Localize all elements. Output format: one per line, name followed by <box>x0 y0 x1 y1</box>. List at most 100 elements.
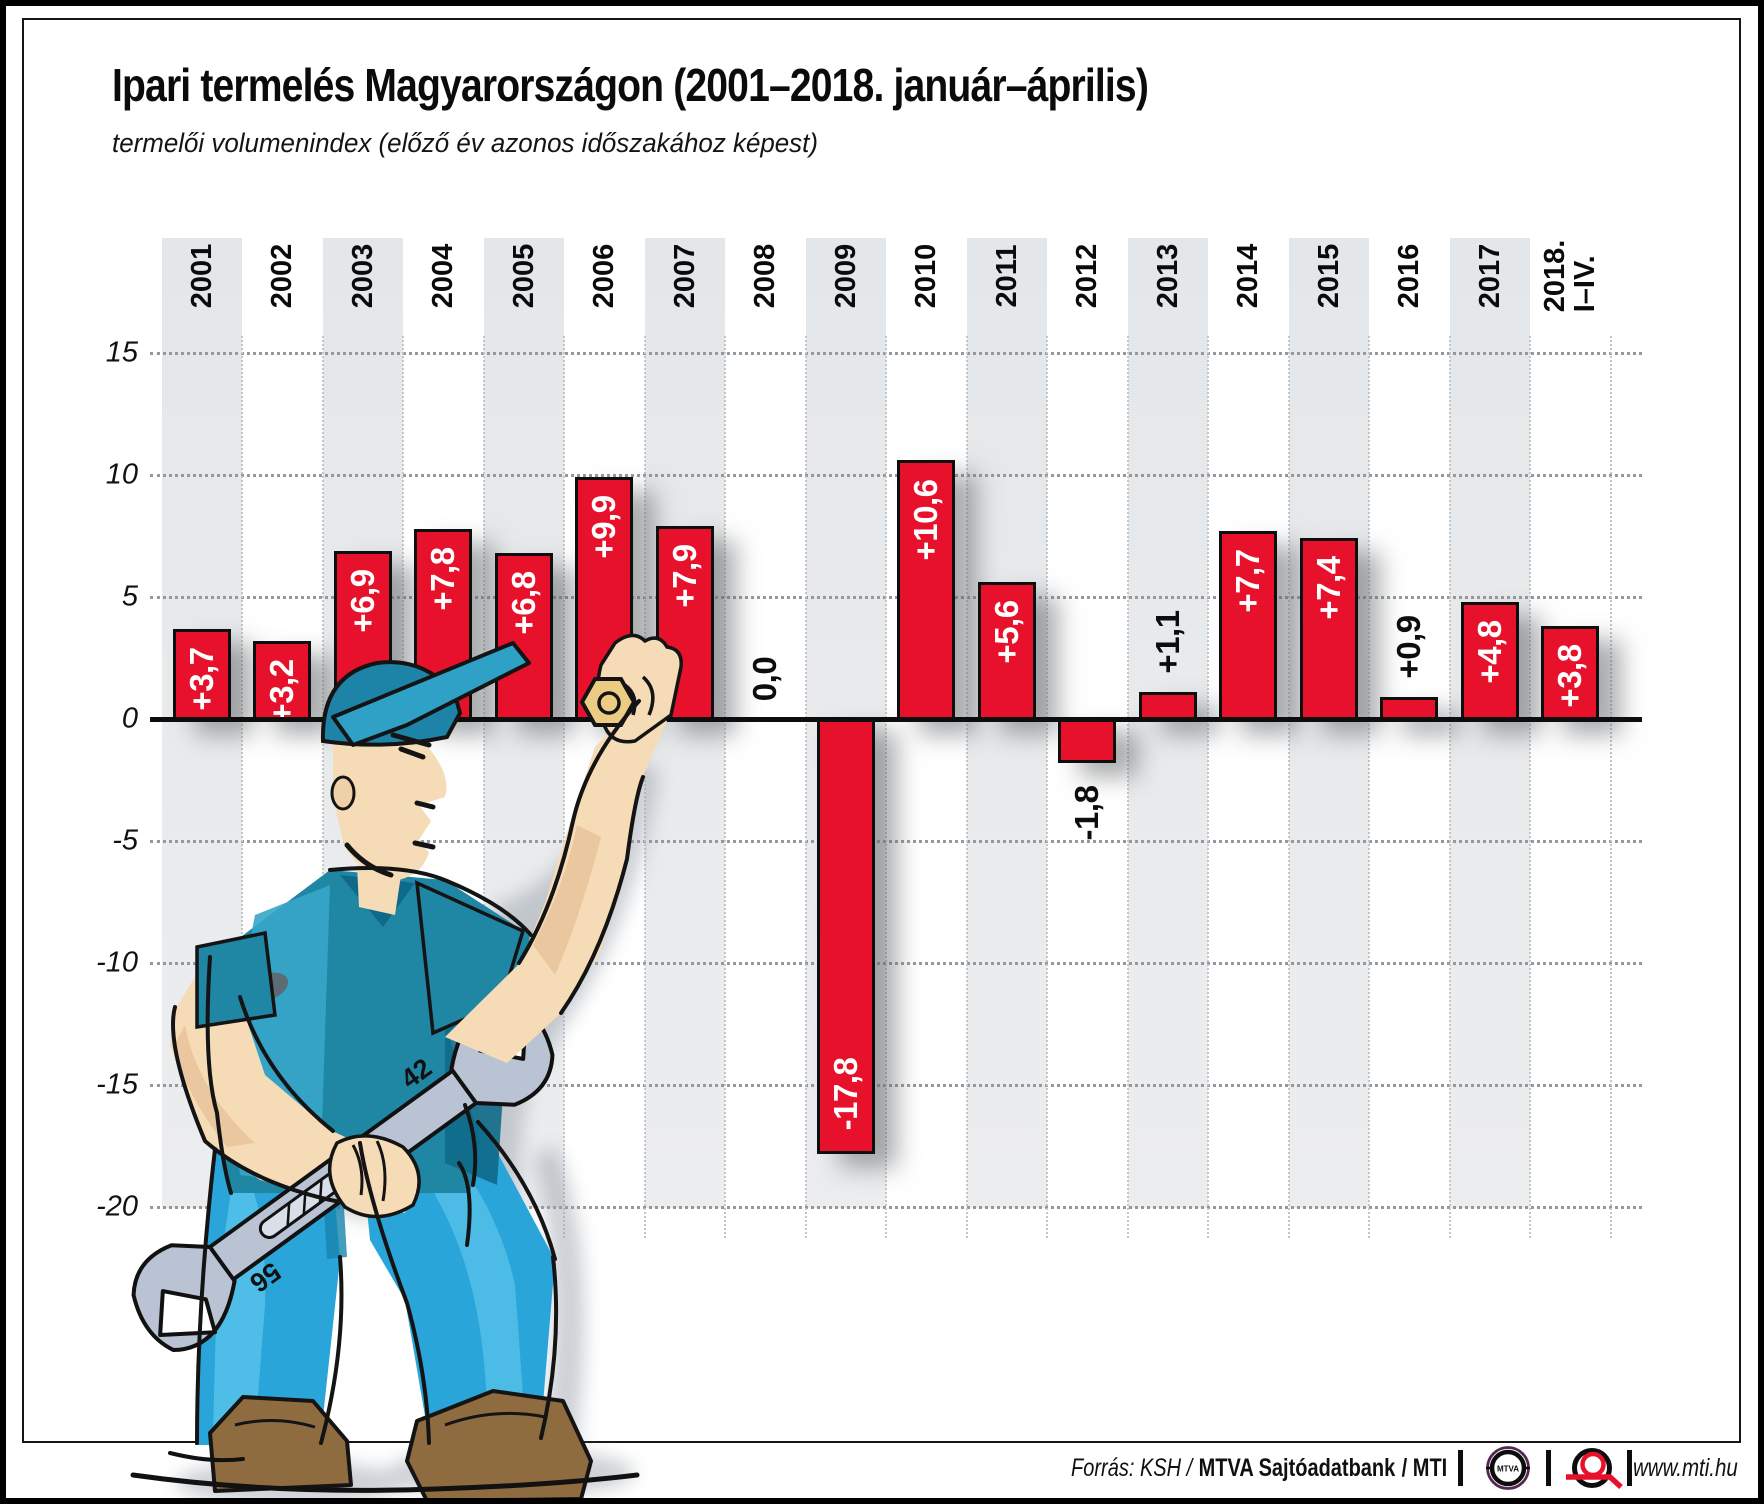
inner-frame <box>22 18 1741 1443</box>
gridline-v <box>563 336 565 1238</box>
year-label: 2015 <box>1312 243 1345 309</box>
gridline-h <box>150 595 1642 599</box>
year-label: 2017 <box>1473 243 1506 309</box>
y-axis-tick: -15 <box>96 1068 138 1101</box>
bar-value-label: +9,9 <box>585 495 622 559</box>
bar-value-label: +7,7 <box>1229 549 1266 613</box>
bar-value-label: +10,6 <box>907 479 944 561</box>
y-axis-tick: 0 <box>121 702 138 735</box>
source-credit: Forrás: KSH / MTVA Sajtóadatbank / MTI <box>1071 1454 1447 1483</box>
year-stripe <box>1288 238 1369 1208</box>
gridline-v <box>482 336 485 1238</box>
mtva-logo-text: MTVA <box>1497 1465 1519 1474</box>
gridline-v <box>965 336 968 1238</box>
year-stripe <box>483 238 564 1208</box>
y-axis-tick: 5 <box>121 580 138 613</box>
year-label: 2005 <box>507 243 540 309</box>
gridline-v <box>1207 336 1209 1238</box>
y-axis-tick: 15 <box>105 336 138 369</box>
source-suffix: / MTI <box>1401 1454 1447 1482</box>
gridline-v <box>885 336 887 1238</box>
gridline-h <box>150 840 1642 844</box>
gridline-v <box>1126 336 1129 1238</box>
year-label: 2002 <box>266 243 299 309</box>
gridline-v <box>804 336 807 1238</box>
zero-axis-line <box>150 716 1642 722</box>
footer-separator <box>1546 1450 1551 1486</box>
bar-value-label: 0,0 <box>746 656 783 701</box>
bar-value-label: -1,8 <box>1068 785 1105 841</box>
year-label: 2001 <box>185 243 218 309</box>
bar-value-label: +7,9 <box>665 544 703 608</box>
year-stripe <box>966 238 1047 1208</box>
gridline-v <box>241 336 243 1238</box>
gridline-v <box>1448 336 1451 1238</box>
bar-value-label: +6,9 <box>343 568 381 633</box>
bar-value-label: -17,8 <box>826 1057 864 1131</box>
gridline-v <box>1046 336 1048 1238</box>
bar-value-label: +7,4 <box>1309 556 1347 620</box>
source-main: MTVA Sajtóadatbank <box>1198 1454 1396 1482</box>
year-label: 2014 <box>1232 243 1265 309</box>
bar-value-label: +4,8 <box>1470 620 1508 684</box>
year-stripe <box>644 238 725 1208</box>
year-label: 2007 <box>668 243 701 309</box>
gridline-h <box>150 1206 1642 1210</box>
year-label: 2010 <box>910 243 943 309</box>
year-stripe <box>161 238 242 1208</box>
y-axis-tick: -5 <box>112 824 138 857</box>
y-axis-tick: -20 <box>96 1190 138 1223</box>
page-title: Ipari termelés Magyarországon (2001–2018… <box>112 59 1149 111</box>
gridline-h <box>150 1084 1642 1088</box>
year-label: 2006 <box>588 243 621 309</box>
bar-value-label: +3,7 <box>182 647 220 711</box>
gridline-h <box>150 351 1642 355</box>
gridline-v <box>1529 336 1531 1238</box>
source-prefix: Forrás: KSH / <box>1070 1454 1192 1482</box>
footer-separator <box>1458 1450 1463 1486</box>
bar-value-label: +1,1 <box>1148 610 1186 674</box>
bar <box>977 582 1036 721</box>
bar-value-label: +0,9 <box>1390 615 1427 679</box>
year-stripe <box>322 238 403 1208</box>
y-axis-tick: 10 <box>105 458 138 491</box>
bar <box>1058 717 1116 763</box>
page-subtitle: termelői volumenindex (előző év azonos i… <box>112 128 818 158</box>
gridline-v <box>402 336 404 1238</box>
bar <box>816 717 875 1154</box>
year-stripe <box>1449 238 1530 1208</box>
mti-logo <box>1566 1448 1623 1490</box>
year-label: 2016 <box>1393 243 1426 309</box>
bar-value-label: +6,8 <box>504 571 542 635</box>
gridline-v <box>1287 336 1290 1238</box>
year-label: 2003 <box>346 243 379 309</box>
bar <box>897 460 955 721</box>
bar-value-label: +3,2 <box>263 659 300 723</box>
year-label: 2018. I–IV. <box>1539 239 1602 313</box>
y-axis-tick: -10 <box>96 946 138 979</box>
gridline-h <box>150 962 1642 966</box>
gridline-v <box>1368 336 1370 1238</box>
bar-value-label: +7,8 <box>424 546 461 611</box>
gridline-v <box>724 336 726 1238</box>
year-label: 2012 <box>1071 243 1104 309</box>
gridline-v <box>1609 336 1612 1238</box>
bar <box>1299 538 1358 721</box>
year-label: 2009 <box>829 243 862 309</box>
gridline-v <box>321 336 324 1238</box>
website-text: www.mti.hu <box>1633 1454 1738 1482</box>
gridline-v <box>643 336 646 1238</box>
gridline-h <box>150 473 1642 477</box>
footer-separator <box>1627 1450 1632 1486</box>
bar-value-label: +5,6 <box>987 600 1025 664</box>
year-stripe <box>1127 238 1208 1208</box>
bar <box>1460 601 1519 721</box>
year-label: 2013 <box>1151 243 1184 309</box>
year-label: 2008 <box>749 243 782 309</box>
bar-value-label: +3,8 <box>1551 644 1588 708</box>
year-label: 2011 <box>990 244 1023 308</box>
mtva-logo: MTVA <box>1486 1446 1530 1490</box>
year-label: 2004 <box>427 243 460 309</box>
